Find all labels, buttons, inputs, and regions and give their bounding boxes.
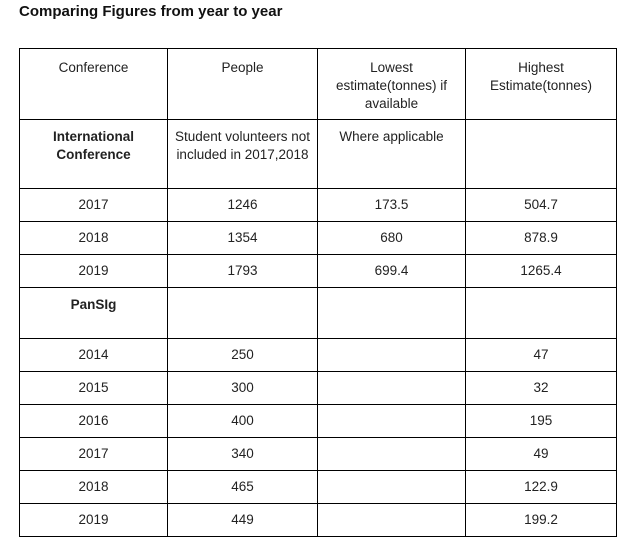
- header-lowest-estimate: Lowest estimate(tonnes) if available: [317, 48, 466, 120]
- lowest-cell: [317, 503, 466, 537]
- people-cell: 465: [167, 470, 318, 504]
- people-cell: 400: [167, 404, 318, 438]
- empty-cell: [167, 287, 318, 339]
- people-cell: 1793: [167, 254, 318, 288]
- highest-cell: 122.9: [465, 470, 617, 504]
- lowest-cell: [317, 470, 466, 504]
- table-row: 2017 1246 173.5 504.7: [19, 188, 617, 222]
- year-cell: 2017: [19, 188, 168, 222]
- people-cell: 250: [167, 338, 318, 372]
- table-row: 2017 340 49: [19, 437, 617, 471]
- header-highest-estimate: Highest Estimate(tonnes): [465, 48, 617, 120]
- section-name-pansig: PanSIg: [19, 287, 168, 339]
- people-cell: 1246: [167, 188, 318, 222]
- lowest-cell: [317, 437, 466, 471]
- highest-cell: 32: [465, 371, 617, 405]
- figures-table: Conference People Lowest estimate(tonnes…: [19, 48, 617, 537]
- empty-cell: [465, 287, 617, 339]
- header-people: People: [167, 48, 318, 120]
- people-cell: 1354: [167, 221, 318, 255]
- highest-cell: 1265.4: [465, 254, 617, 288]
- highest-cell: 878.9: [465, 221, 617, 255]
- lowest-cell: 680: [317, 221, 466, 255]
- year-cell: 2017: [19, 437, 168, 471]
- page-title: Comparing Figures from year to year: [19, 3, 283, 20]
- lowest-cell: [317, 371, 466, 405]
- highest-cell: 195: [465, 404, 617, 438]
- empty-cell: [317, 287, 466, 339]
- header-conference: Conference: [19, 48, 168, 120]
- highest-cell: 504.7: [465, 188, 617, 222]
- year-cell: 2019: [19, 503, 168, 537]
- section-lowest-note: Where applicable: [317, 119, 466, 189]
- year-cell: 2015: [19, 371, 168, 405]
- section-name-international: International Conference: [19, 119, 168, 189]
- year-cell: 2016: [19, 404, 168, 438]
- highest-cell: 199.2: [465, 503, 617, 537]
- highest-cell: 47: [465, 338, 617, 372]
- lowest-cell: [317, 338, 466, 372]
- table-row: 2019 1793 699.4 1265.4: [19, 254, 617, 288]
- table-row: 2016 400 195: [19, 404, 617, 438]
- people-cell: 449: [167, 503, 318, 537]
- highest-cell: 49: [465, 437, 617, 471]
- year-cell: 2018: [19, 470, 168, 504]
- lowest-cell: [317, 404, 466, 438]
- section-people-note: Student volunteers not included in 2017,…: [167, 119, 318, 189]
- table-row: 2018 465 122.9: [19, 470, 617, 504]
- table-row: 2018 1354 680 878.9: [19, 221, 617, 255]
- year-cell: 2018: [19, 221, 168, 255]
- year-cell: 2019: [19, 254, 168, 288]
- people-cell: 340: [167, 437, 318, 471]
- section-row-international: International Conference Student volunte…: [19, 119, 617, 189]
- section-row-pansig: PanSIg: [19, 287, 617, 339]
- lowest-cell: 699.4: [317, 254, 466, 288]
- table-row: 2014 250 47: [19, 338, 617, 372]
- lowest-cell: 173.5: [317, 188, 466, 222]
- people-cell: 300: [167, 371, 318, 405]
- year-cell: 2014: [19, 338, 168, 372]
- section-highest-note: [465, 119, 617, 189]
- header-row: Conference People Lowest estimate(tonnes…: [19, 48, 617, 120]
- table-row: 2019 449 199.2: [19, 503, 617, 537]
- table-row: 2015 300 32: [19, 371, 617, 405]
